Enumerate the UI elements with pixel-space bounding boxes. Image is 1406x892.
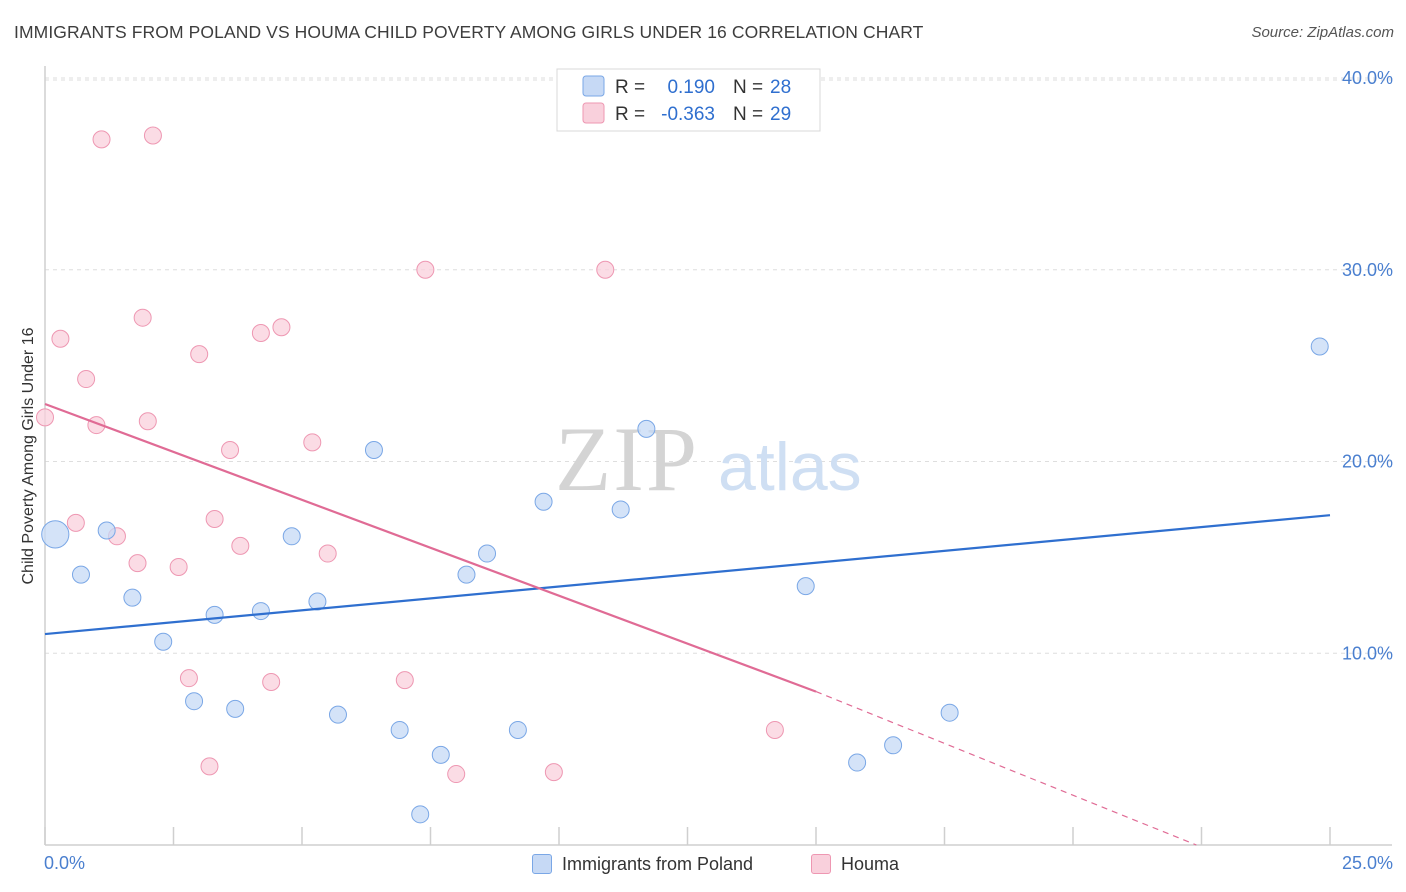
y-tick-label: 20.0% [1342, 452, 1393, 472]
houma-point [272, 318, 291, 337]
houma-point [447, 765, 466, 784]
poland-point [508, 720, 527, 739]
legend-r-label-blue: R = [615, 77, 645, 98]
legend-n-label-pink: N = [733, 104, 763, 125]
poland-point [848, 753, 867, 772]
poland-point [796, 577, 815, 596]
poland-point [940, 703, 959, 722]
legend-swatch-pink [582, 102, 605, 124]
poland-point [226, 699, 245, 718]
poland-point [308, 592, 327, 611]
legend-r-value-pink: -0.363 [661, 104, 715, 125]
houma-points [36, 126, 784, 784]
houma-point [179, 669, 198, 688]
watermark: ZIP atlas [555, 408, 862, 510]
poland-point [97, 521, 116, 540]
bottom-legend-houma: Houma [811, 851, 899, 877]
legend-r-value-blue: 0.190 [667, 77, 715, 98]
houma-point [221, 440, 240, 459]
houma-point [303, 433, 322, 452]
legend-r-label-pink: R = [615, 104, 645, 125]
poland-point [71, 565, 90, 584]
swatch-poland [532, 854, 552, 874]
bottom-legend-label-poland: Immigrants from Poland [562, 853, 754, 874]
y-tick-label: 30.0% [1342, 260, 1393, 280]
poland-point [123, 588, 142, 607]
houma-point [169, 557, 188, 576]
houma-trend-extension [815, 691, 1197, 846]
bottom-legend-label-houma: Houma [841, 853, 900, 874]
houma-point [262, 673, 281, 692]
legend: R = 0.190 N = 28 R = -0.363 N = 29 [556, 68, 821, 132]
y-axis-label: Child Poverty Among Girls Under 16 [20, 327, 37, 584]
poland-point [205, 605, 224, 624]
houma-point [544, 763, 563, 782]
poland-point [457, 565, 476, 584]
houma-point [416, 260, 435, 279]
poland-point [364, 440, 383, 459]
houma-point [92, 130, 111, 149]
poland-point [390, 720, 409, 739]
houma-point [128, 554, 147, 573]
houma-point [231, 536, 250, 555]
poland-point [282, 527, 301, 546]
x-tick-label: 0.0% [44, 853, 85, 873]
y-tick-label: 40.0% [1342, 68, 1393, 88]
swatch-houma [811, 854, 831, 874]
axis-layer: 10.0% 20.0% 30.0% 40.0% 0.0% 25.0% [44, 66, 1393, 873]
poland-point [611, 500, 630, 519]
poland-point [1310, 337, 1329, 356]
legend-swatch-blue [582, 75, 605, 97]
poland-trend-line [44, 514, 1331, 636]
watermark-atlas: atlas [718, 429, 862, 505]
houma-point [596, 260, 615, 279]
houma-point [77, 370, 96, 389]
poland-point [637, 419, 656, 438]
poland-point [251, 602, 270, 621]
houma-point [133, 308, 152, 327]
legend-n-value-pink: 29 [770, 104, 791, 125]
bottom-legend-poland: Immigrants from Poland [532, 851, 753, 877]
houma-trend-line [44, 402, 817, 693]
houma-point [205, 510, 224, 529]
poland-point [185, 692, 204, 711]
poland-point [884, 736, 903, 755]
houma-point [190, 345, 209, 364]
trend-lines [44, 402, 1331, 846]
houma-point [143, 126, 162, 145]
poland-point [534, 492, 553, 511]
poland-point [154, 632, 173, 651]
poland-point [411, 805, 430, 824]
legend-n-label-blue: N = [733, 77, 763, 98]
houma-point [318, 544, 337, 563]
poland-point [478, 544, 497, 563]
houma-point [66, 513, 85, 532]
grid-layer [45, 77, 1392, 654]
y-tick-label: 10.0% [1342, 643, 1393, 663]
houma-point [251, 324, 270, 343]
chart-title: IMMIGRANTS FROM POLAND VS HOUMA CHILD PO… [14, 22, 924, 42]
houma-point [765, 720, 784, 739]
chart-source: Source: ZipAtlas.com [1251, 24, 1394, 41]
houma-point [200, 757, 219, 776]
houma-point [51, 329, 70, 348]
x-tick-label: 25.0% [1342, 853, 1393, 873]
poland-point [431, 745, 450, 764]
houma-point [36, 408, 54, 427]
houma-point [395, 671, 414, 690]
houma-point [138, 412, 157, 431]
poland-point [328, 705, 347, 724]
legend-n-value-blue: 28 [770, 77, 791, 98]
poland-point [41, 520, 70, 549]
watermark-zip: ZIP [555, 408, 699, 510]
